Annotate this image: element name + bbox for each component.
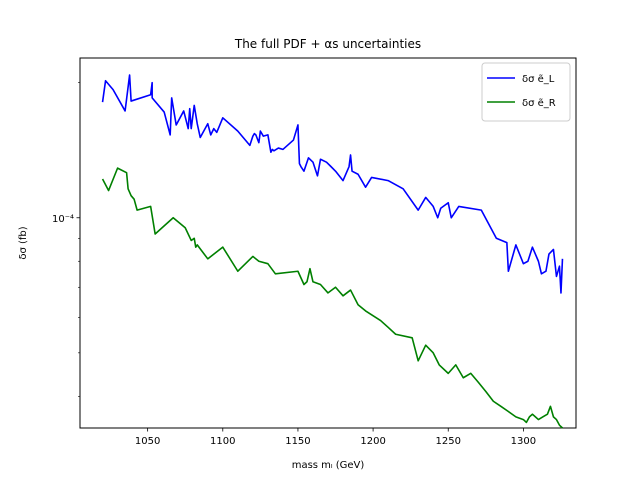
x-tick-label: 1200 xyxy=(360,436,385,447)
chart-title: The full PDF + αs uncertainties xyxy=(234,37,421,51)
plot-frame xyxy=(79,57,577,429)
x-tick-label: 1300 xyxy=(511,436,536,447)
x-tick-label: 1100 xyxy=(210,436,235,447)
y-axis-label: δσ (fb) xyxy=(18,226,29,259)
plot-area: 1050 1100 1150 1200 1250 1300 10⁻⁴ xyxy=(52,57,577,447)
x-axis: 1050 1100 1150 1200 1250 1300 xyxy=(135,428,536,447)
legend: δσ ẽ_L δσ ẽ_R xyxy=(481,62,571,122)
y-axis: 10⁻⁴ xyxy=(52,82,80,397)
x-tick-label: 1150 xyxy=(285,436,310,447)
series-line-eL xyxy=(101,74,564,294)
y-tick-label: 10⁻⁴ xyxy=(52,214,74,225)
x-tick-label: 1050 xyxy=(135,436,160,447)
legend-label-eR: δσ ẽ_R xyxy=(522,98,556,109)
series-layer xyxy=(101,74,564,429)
legend-label-eL: δσ ẽ_L xyxy=(522,74,555,85)
x-axis-label: mass mₗ (GeV) xyxy=(292,460,365,471)
series-line-eR xyxy=(101,167,564,429)
legend-box xyxy=(481,62,571,122)
x-tick-label: 1250 xyxy=(436,436,461,447)
